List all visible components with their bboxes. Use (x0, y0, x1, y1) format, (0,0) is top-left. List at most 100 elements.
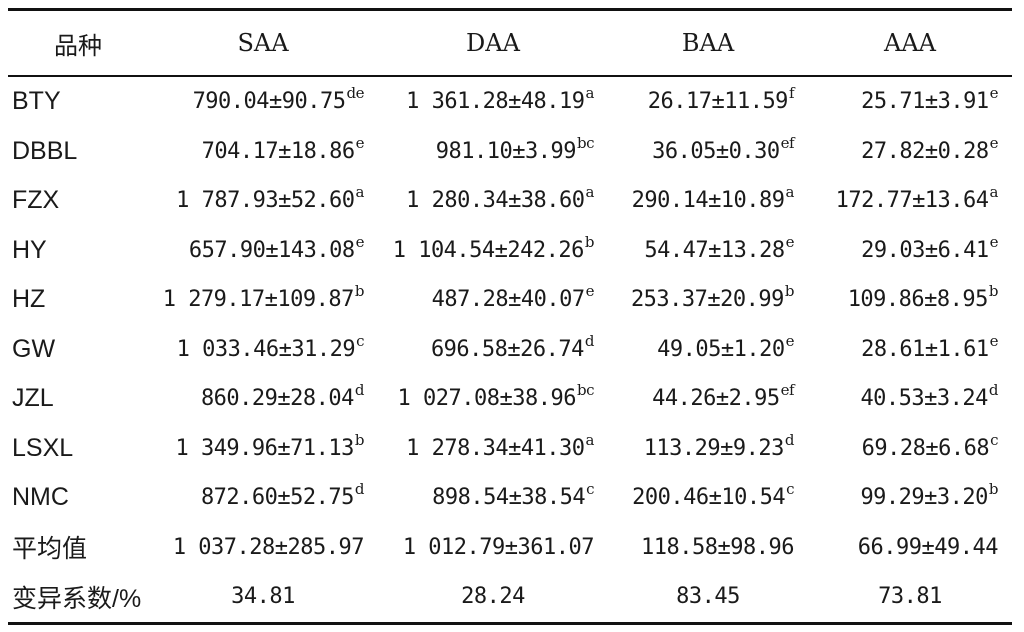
significance-letter: d (354, 381, 365, 400)
amino-acid-table: 品种 SAA DAA BAA AAA BTY 790.04±90.75de 1 36… (8, 8, 1012, 625)
cell-saa: 1 037.28±285.97 (148, 523, 378, 573)
cell-value: 44.26±2.95 (652, 386, 780, 412)
significance-letter: e (355, 232, 365, 251)
cell-baa: 200.46±10.54c (608, 473, 808, 523)
cell-aaa: 73.81 (808, 572, 1012, 623)
significance-letter: e (785, 232, 795, 251)
table-row: BTY 790.04±90.75de 1 361.28±48.19a 26.17±11… (8, 76, 1012, 127)
cell-daa: 487.28±40.07e (378, 275, 608, 325)
table-row: HZ 1 279.17±109.87b 487.28±40.07e 253.37±20… (8, 275, 1012, 325)
cell-value: 290.14±10.89 (631, 188, 785, 214)
cell-daa: 1 280.34±38.60a (378, 176, 608, 226)
significance-letter: e (355, 133, 365, 152)
header-aaa: AAA (884, 29, 936, 57)
cell-value: 253.37±20.99 (630, 287, 784, 313)
cell-value: 1 037.28±285.97 (172, 534, 365, 560)
cell-value: 25.71±3.91 (861, 89, 989, 115)
cell-daa: 1 278.34±41.30a (378, 424, 608, 474)
cell-value: 49.05±1.20 (657, 336, 785, 362)
significance-letter: b (354, 282, 365, 301)
significance-letter: bc (576, 133, 595, 152)
cell-baa: 54.47±13.28e (608, 226, 808, 276)
cell-value: 1 361.28±48.19 (406, 89, 585, 115)
cell-aaa: 69.28±6.68c (808, 424, 1012, 474)
cell-saa: 1 033.46±31.29c (148, 325, 378, 375)
cell-baa: 36.05±0.30ef (608, 127, 808, 177)
cell-value: 1 027.08±38.96 (397, 386, 577, 412)
cell-daa: 1 361.28±48.19a (378, 76, 608, 127)
significance-letter: bc (576, 381, 595, 400)
significance-letter: e (989, 331, 999, 350)
cell-daa: 1 012.79±361.07 (378, 523, 608, 573)
cell-saa: 1 787.93±52.60a (148, 176, 378, 226)
cell-value: 657.90±143.08 (188, 237, 355, 263)
significance-letter: e (989, 133, 999, 152)
cell-saa: 872.60±52.75d (148, 473, 378, 523)
cell-baa: 113.29±9.23d (608, 424, 808, 474)
cell-baa: 118.58±98.96 (608, 523, 808, 573)
table-header: 品种 SAA DAA BAA AAA (8, 9, 1012, 76)
cell-baa: 83.45 (608, 572, 808, 623)
row-label: DBBL (12, 136, 78, 165)
significance-letter: e (785, 331, 795, 350)
header-baa: BAA (681, 29, 735, 57)
row-label: GW (12, 334, 56, 363)
significance-letter: b (584, 232, 595, 251)
cell-saa: 34.81 (148, 572, 378, 623)
cell-value: 28.24 (461, 584, 525, 610)
cell-value: 872.60±52.75 (200, 485, 354, 511)
significance-letter: c (586, 480, 594, 499)
cell-daa: 1 027.08±38.96bc (378, 374, 608, 424)
significance-letter: b (988, 282, 999, 301)
cell-aaa: 28.61±1.61e (808, 325, 1012, 375)
cell-baa: 44.26±2.95ef (608, 374, 808, 424)
header-variety: 品种 (54, 31, 102, 60)
table-row: 变异系数/% 34.81 28.24 83.45 73.81 (8, 572, 1012, 623)
cell-value: 27.82±0.28 (861, 138, 989, 164)
cell-saa: 790.04±90.75de (148, 76, 378, 127)
cell-saa: 704.17±18.86e (148, 127, 378, 177)
significance-letter: a (585, 430, 595, 449)
significance-letter: e (585, 282, 595, 301)
cell-daa: 28.24 (378, 572, 608, 623)
significance-letter: b (784, 282, 795, 301)
cell-value: 696.58±26.74 (430, 336, 584, 362)
table-row: NMC 872.60±52.75d 898.54±38.54c 200.46±10.5… (8, 473, 1012, 523)
table-row: JZL 860.29±28.04d 1 027.08±38.96bc 44.26±2.… (8, 374, 1012, 424)
cell-value: 1 349.96±71.13 (175, 435, 354, 461)
significance-letter: c (356, 331, 364, 350)
significance-letter: a (585, 183, 595, 202)
cell-value: 109.86±8.95 (847, 287, 989, 313)
cell-value: 66.99±49.44 (857, 534, 999, 560)
row-label: FZX (12, 186, 60, 215)
cell-aaa: 172.77±13.64a (808, 176, 1012, 226)
cell-value: 26.17±11.59 (647, 89, 789, 115)
significance-letter: b (354, 430, 365, 449)
significance-letter: d (584, 331, 595, 350)
significance-letter: a (585, 84, 595, 103)
cell-aaa: 29.03±6.41e (808, 226, 1012, 276)
cell-value: 1 033.46±31.29 (176, 336, 356, 362)
cell-value: 83.45 (676, 584, 740, 610)
row-label: BTY (12, 87, 61, 116)
cell-value: 1 280.34±38.60 (406, 188, 585, 214)
cell-value: 981.10±3.99 (435, 138, 577, 164)
table-row: FZX 1 787.93±52.60a 1 280.34±38.60a 290.14±… (8, 176, 1012, 226)
table-row: GW 1 033.46±31.29c 696.58±26.74d 49.05±1.20… (8, 325, 1012, 375)
significance-letter: de (346, 84, 365, 103)
cell-value: 40.53±3.24 (860, 386, 988, 412)
cell-aaa: 25.71±3.91e (808, 76, 1012, 127)
significance-letter: ef (780, 133, 795, 152)
cell-baa: 26.17±11.59f (608, 76, 808, 127)
significance-letter: c (786, 480, 794, 499)
cell-value: 113.29±9.23 (643, 435, 785, 461)
cell-value: 1 278.34±41.30 (406, 435, 585, 461)
cell-value: 898.54±38.54 (432, 485, 586, 511)
cell-daa: 981.10±3.99bc (378, 127, 608, 177)
row-label: HZ (12, 285, 46, 314)
significance-letter: b (988, 480, 999, 499)
cell-value: 54.47±13.28 (644, 237, 785, 263)
cell-value: 200.46±10.54 (632, 485, 786, 511)
row-label: NMC (12, 483, 69, 512)
cell-aaa: 27.82±0.28e (808, 127, 1012, 177)
